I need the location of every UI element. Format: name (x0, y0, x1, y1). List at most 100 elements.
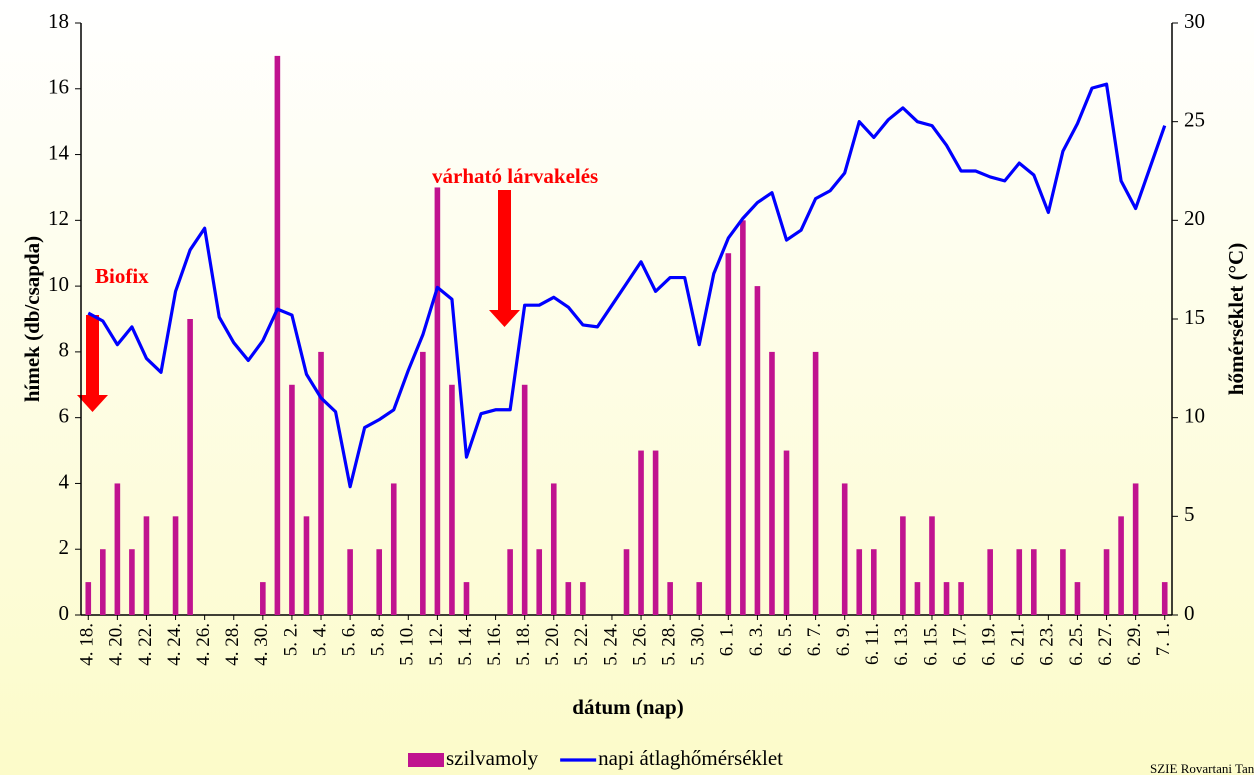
bar (274, 55, 281, 615)
y-tick-label: 16 (48, 75, 69, 99)
bar (696, 582, 703, 615)
bar (841, 483, 848, 615)
x-tick-label: 6. 11. (862, 623, 883, 665)
bar (754, 286, 761, 615)
y2-tick-label: 20 (1184, 206, 1205, 230)
y-tick-label: 10 (48, 272, 69, 296)
y-tick-label: 12 (48, 206, 69, 230)
bar (958, 582, 964, 615)
bar (260, 582, 266, 615)
bar (1161, 582, 1168, 615)
source: SZIE Rovartani Tanszék (1150, 761, 1254, 775)
x-tick-label: 6. 29. (1124, 623, 1145, 666)
x-tick-label: 6. 5. (775, 623, 796, 656)
bar (521, 384, 528, 615)
bar (769, 351, 775, 615)
y2-tick-label: 25 (1184, 107, 1205, 131)
legend-swatch (408, 753, 444, 767)
x-tick-label: 6. 1. (717, 623, 738, 656)
x-tick-label: 4. 24. (164, 623, 185, 666)
x-tick-label: 5. 22. (571, 623, 592, 666)
y2-tick-label: 30 (1184, 9, 1205, 33)
bar (303, 516, 310, 615)
bar (623, 549, 630, 615)
bar (856, 549, 863, 615)
x-axis-label: dátum (nap) (572, 695, 683, 719)
y2-tick-label: 15 (1184, 305, 1205, 329)
bar (143, 516, 150, 615)
y-tick-label: 6 (59, 403, 70, 427)
bar (914, 582, 921, 615)
bar (449, 384, 455, 615)
x-tick-label: 5. 10. (397, 623, 418, 666)
x-tick-label: 5. 16. (484, 623, 505, 666)
bar (420, 351, 426, 615)
bar (580, 582, 586, 615)
bar (85, 582, 92, 615)
y2-tick-label: 0 (1184, 601, 1195, 625)
y-tick-label: 0 (59, 601, 70, 625)
x-tick-label: 6. 7. (804, 623, 825, 656)
x-tick-label: 5. 24. (600, 623, 621, 666)
y-axis-label: hímek (db/csapda) (20, 236, 44, 402)
bar (114, 483, 121, 615)
bar (1016, 549, 1023, 615)
x-tick-label: 4. 30. (251, 623, 272, 666)
bar (900, 516, 906, 615)
x-tick-label: 6. 9. (833, 623, 854, 656)
x-tick-label: 4. 26. (193, 623, 214, 666)
bar (565, 582, 572, 615)
bar (1118, 516, 1124, 615)
x-tick-label: 6. 23. (1037, 623, 1058, 666)
bar (390, 483, 397, 615)
bar (129, 549, 135, 615)
x-tick-label: 4. 22. (135, 623, 156, 666)
bar (870, 549, 877, 615)
bar (1031, 549, 1037, 615)
bar (725, 253, 732, 615)
bar (740, 220, 746, 616)
bar (1103, 549, 1110, 615)
x-tick-label: 5. 18. (513, 623, 534, 666)
x-tick-label: 5. 6. (338, 623, 359, 656)
bar (929, 516, 935, 615)
y-tick-label: 14 (48, 140, 70, 164)
bar (667, 582, 673, 615)
x-tick-label: 5. 20. (542, 623, 563, 666)
x-tick-label: 6. 15. (920, 623, 941, 666)
legend-label: napi átlaghőmérséklet (598, 746, 783, 770)
x-tick-label: 4. 18. (77, 623, 98, 666)
y2-axis-label: hőmérséklet (°C) (1224, 243, 1248, 395)
x-tick-label: 5. 30. (688, 623, 709, 666)
bar (550, 483, 557, 615)
bar (187, 319, 193, 615)
annotation: várható lárvakelés (432, 164, 598, 188)
x-tick-label: 5. 28. (658, 623, 679, 666)
bar (1074, 582, 1081, 615)
bar (289, 384, 295, 615)
bar (463, 582, 470, 615)
x-tick-label: 5. 2. (280, 623, 301, 656)
arrow (489, 190, 520, 327)
x-tick-label: 6. 25. (1066, 623, 1087, 666)
x-tick-label: 6. 21. (1008, 623, 1029, 666)
bar (638, 450, 644, 615)
legend-label: szilvamoly (446, 746, 539, 770)
bar (652, 450, 659, 615)
bar (536, 549, 543, 615)
x-tick-label: 4. 28. (222, 623, 243, 666)
y2-tick-label: 10 (1184, 403, 1205, 427)
x-tick-label: 6. 3. (746, 623, 767, 656)
bar (318, 351, 324, 615)
x-tick-label: 5. 26. (629, 623, 650, 666)
bar (943, 582, 950, 615)
annotation: Biofix (95, 264, 149, 288)
x-tick-label: 6. 19. (979, 623, 1000, 666)
bar (987, 549, 993, 615)
x-tick-label: 4. 20. (106, 623, 127, 666)
x-tick-label: 5. 4. (309, 623, 330, 656)
x-tick-label: 6. 27. (1095, 623, 1116, 666)
y-tick-label: 4 (59, 469, 70, 493)
